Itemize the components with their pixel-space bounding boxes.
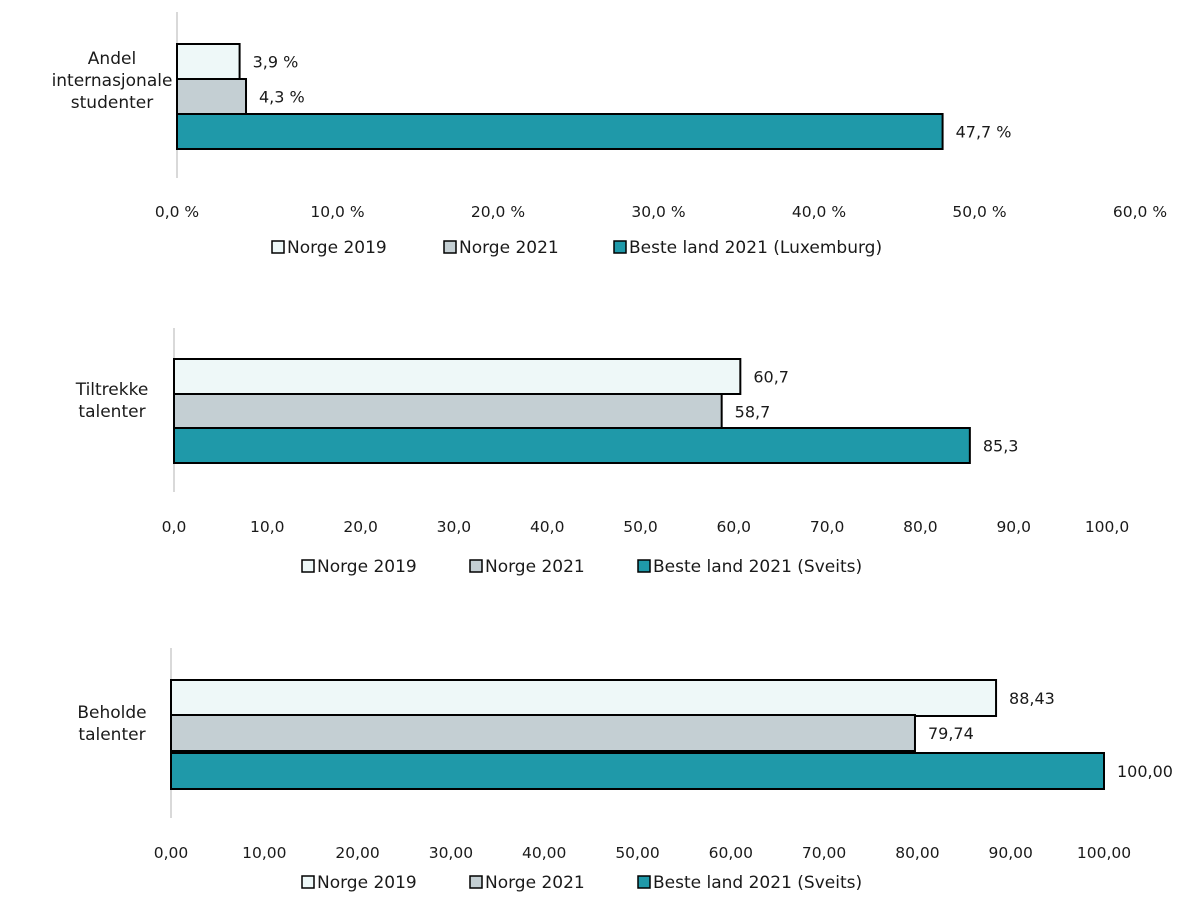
category-label-line: Beholde [77, 703, 146, 723]
legend-label-2: Norge 2021 [459, 238, 559, 258]
tick-label: 10,00 [242, 844, 286, 862]
category-label-line: talenter [78, 725, 145, 745]
bar-3 [170, 752, 1105, 790]
tick-label: 90,00 [989, 844, 1033, 862]
category-label-line: Andel [88, 49, 136, 69]
legend-label-3: Beste land 2021 (Sveits) [653, 873, 862, 893]
category-label-line: Tiltrekke [75, 380, 149, 400]
bar-2 [170, 714, 916, 752]
data-label-3: 47,7 % [956, 123, 1012, 142]
data-label-3: 100,00 [1117, 762, 1173, 781]
chart-3: Beholde talenter 88,43 79,74 100,00 0,00 10,00… [77, 648, 1173, 893]
bar-2 [173, 393, 723, 430]
legend-key-2 [469, 559, 483, 573]
legend-label-1: Norge 2019 [317, 873, 417, 893]
bar-1 [176, 43, 241, 80]
tick-label: 20,0 % [471, 203, 525, 221]
legend-label-2: Norge 2021 [485, 873, 585, 893]
legend-key-3 [637, 559, 651, 573]
tick-label: 100,0 [1085, 518, 1129, 536]
legend-label-3: Beste land 2021 (Sveits) [653, 557, 862, 577]
tick-label: 20,0 [343, 518, 378, 536]
legend-key-3 [613, 240, 627, 254]
tick-label: 0,00 [154, 844, 189, 862]
tick-label: 40,00 [522, 844, 566, 862]
legend: Norge 2019 Norge 2021 Beste land 2021 (Lux… [271, 238, 882, 258]
legend-key-1 [301, 559, 315, 573]
legend-key-1 [271, 240, 285, 254]
data-label-1: 3,9 % [253, 53, 299, 72]
data-label-2: 79,74 [928, 724, 974, 743]
bar-3 [176, 113, 944, 150]
tick-label: 40,0 % [792, 203, 846, 221]
tick-label: 20,00 [335, 844, 379, 862]
bar-1 [170, 679, 998, 717]
legend-key-2 [443, 240, 457, 254]
data-label-1: 88,43 [1009, 689, 1055, 708]
tick-label: 40,0 [530, 518, 565, 536]
category-label-line: internasjonale [52, 71, 173, 91]
tick-label: 60,0 [717, 518, 752, 536]
tick-label: 50,0 % [952, 203, 1006, 221]
bar-1 [173, 358, 742, 395]
legend-label-1: Norge 2019 [287, 238, 387, 258]
category-label-line: talenter [78, 402, 145, 422]
tick-label: 30,0 % [631, 203, 685, 221]
legend-key-3 [637, 875, 651, 889]
data-label-1: 60,7 [753, 368, 789, 387]
tick-label: 70,00 [802, 844, 846, 862]
legend-label-3: Beste land 2021 (Luxemburg) [629, 238, 882, 258]
tick-label: 0,0 [162, 518, 187, 536]
data-label-2: 58,7 [735, 403, 771, 422]
tick-label: 0,0 % [155, 203, 199, 221]
chart-1: Andel internasjonale studenter 3,9 % 4,3 % 47… [52, 12, 1167, 258]
legend-label-2: Norge 2021 [485, 557, 585, 577]
tick-label: 70,0 [810, 518, 845, 536]
data-label-3: 85,3 [983, 437, 1019, 456]
category-label-line: studenter [71, 93, 153, 113]
legend: Norge 2019 Norge 2021 Beste land 2021 (Sve… [301, 557, 862, 577]
data-label-2: 4,3 % [259, 88, 305, 107]
tick-label: 10,0 % [310, 203, 364, 221]
tick-label: 60,0 % [1113, 203, 1167, 221]
tick-label: 30,0 [437, 518, 472, 536]
tick-label: 90,0 [996, 518, 1031, 536]
tick-label: 10,0 [250, 518, 285, 536]
chart-2: Tiltrekke talenter 60,7 58,7 85,3 0,0 10,0 20,0… [75, 328, 1129, 577]
tick-label: 60,00 [709, 844, 753, 862]
tick-label: 80,00 [895, 844, 939, 862]
bar-2 [176, 78, 248, 115]
tick-label: 50,00 [615, 844, 659, 862]
tick-label: 30,00 [429, 844, 473, 862]
tick-label: 50,0 [623, 518, 658, 536]
category-label: Andel internasjonale studenter [52, 49, 173, 113]
legend-key-1 [301, 875, 315, 889]
category-label: Beholde talenter [77, 703, 146, 745]
legend: Norge 2019 Norge 2021 Beste land 2021 (Sve… [301, 873, 862, 893]
legend-key-2 [469, 875, 483, 889]
tick-label: 80,0 [903, 518, 938, 536]
category-label: Tiltrekke talenter [75, 380, 149, 422]
legend-label-1: Norge 2019 [317, 557, 417, 577]
tick-label: 100,00 [1077, 844, 1131, 862]
bar-3 [173, 427, 971, 464]
